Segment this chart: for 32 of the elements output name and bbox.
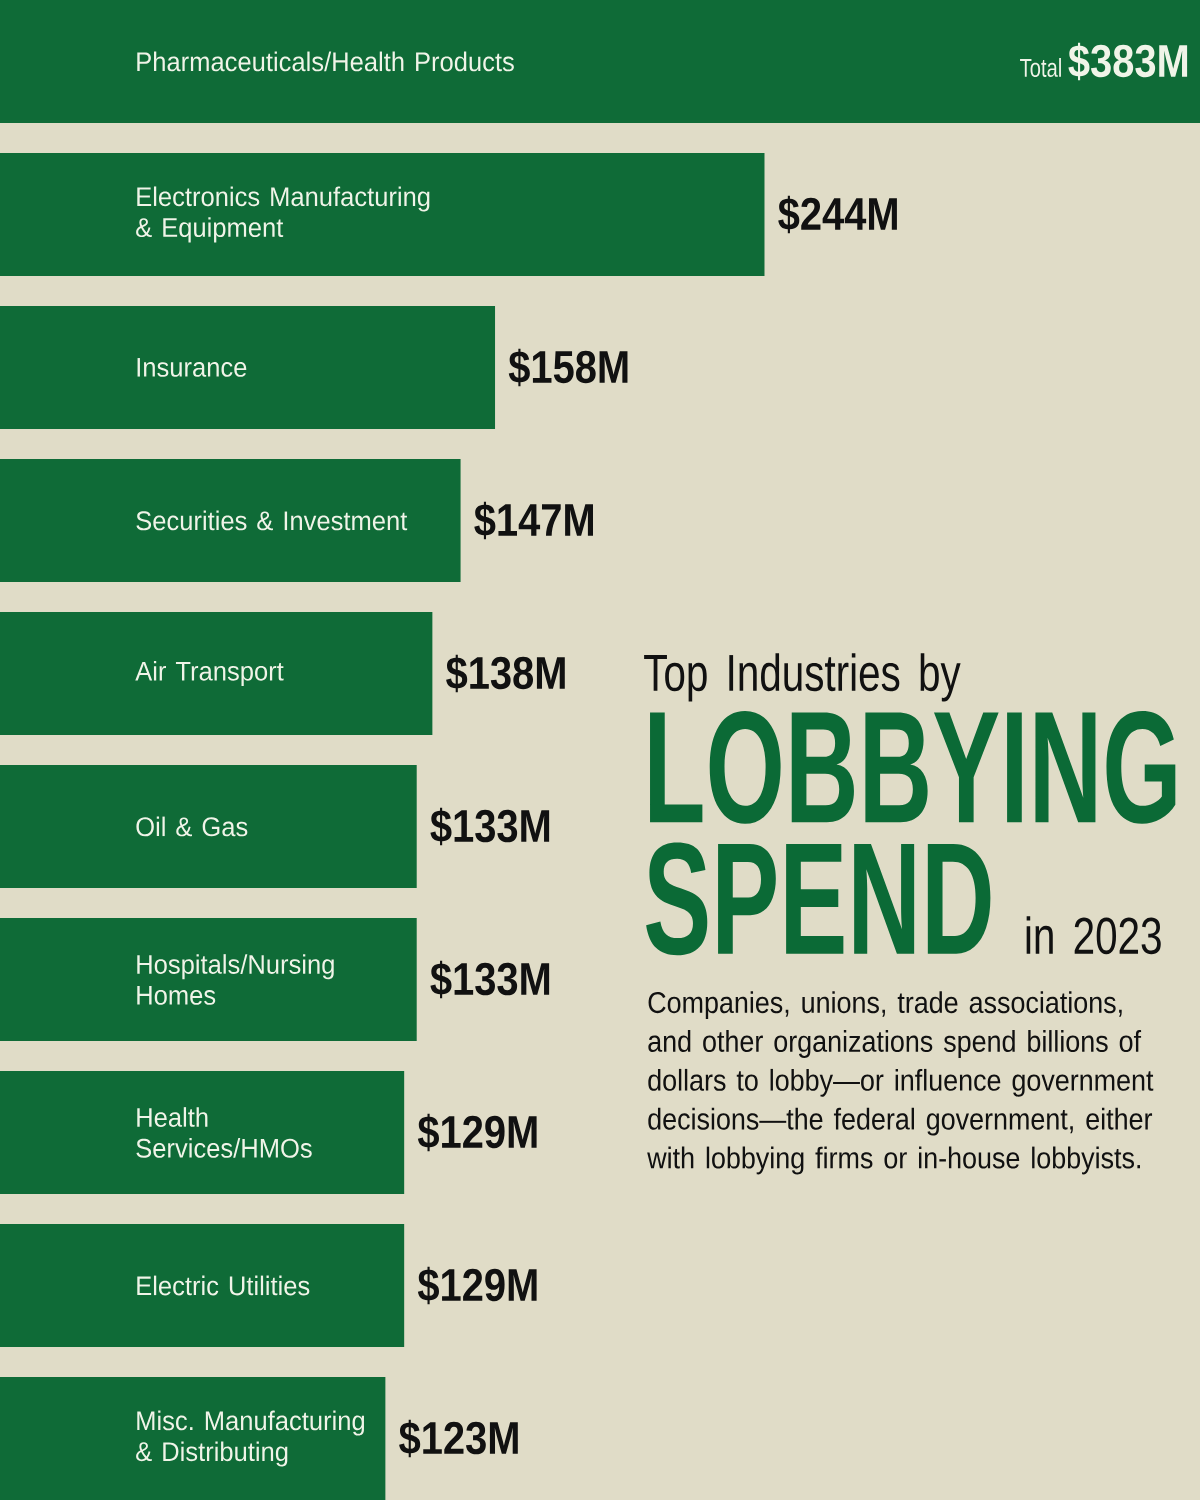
data-label: $133M <box>430 960 550 999</box>
data-label: $147M <box>474 501 593 540</box>
data-label: $138M <box>446 654 565 693</box>
y-tick-label: Electric Utilities <box>137 1275 310 1296</box>
y-tick-label: Air Transport <box>135 660 284 686</box>
text: Companies, unions, trade associations, and other organizations spend billions of dollars to lobby—or influence government decisions—the federal government, either with lobbying firms or in-house lobbyists. <box>647 991 1154 1175</box>
bar <box>0 764 417 888</box>
data-label: $129M <box>417 1113 537 1152</box>
bar <box>0 1377 386 1500</box>
data-label: $158M <box>508 348 628 387</box>
text: Top Industries by LOBBYING SPEND in 2023 <box>644 653 1176 956</box>
bar <box>0 611 433 735</box>
bar <box>0 1070 405 1194</box>
bar <box>0 152 765 276</box>
bar <box>0 0 1200 123</box>
y-tick-label: Health Services/HMOs <box>136 1107 312 1158</box>
y-tick-label: Oil & Gas <box>136 816 248 837</box>
y-tick-label: Pharmaceuticals/Health Products <box>137 51 514 72</box>
data-label: $129M <box>417 1266 537 1305</box>
bar <box>0 917 417 1041</box>
data-label: $123M <box>399 1419 518 1458</box>
bar <box>0 1223 405 1348</box>
y-tick-label: Electronics Manufacturing & Equipment <box>136 186 430 243</box>
y-tick-label: Hospitals/Nursing Homes <box>137 954 334 1005</box>
bar <box>0 458 461 582</box>
bar <box>0 305 496 429</box>
y-tick-label: Misc. Manufacturing & Distributing <box>136 1410 365 1467</box>
data-label: $244M <box>778 195 897 234</box>
y-tick-label: Securities & Investment <box>136 510 408 531</box>
data-label: $133M <box>430 807 550 846</box>
y-tick-label: Insurance <box>137 358 247 377</box>
data-label: Total $383M <box>1020 42 1188 81</box>
